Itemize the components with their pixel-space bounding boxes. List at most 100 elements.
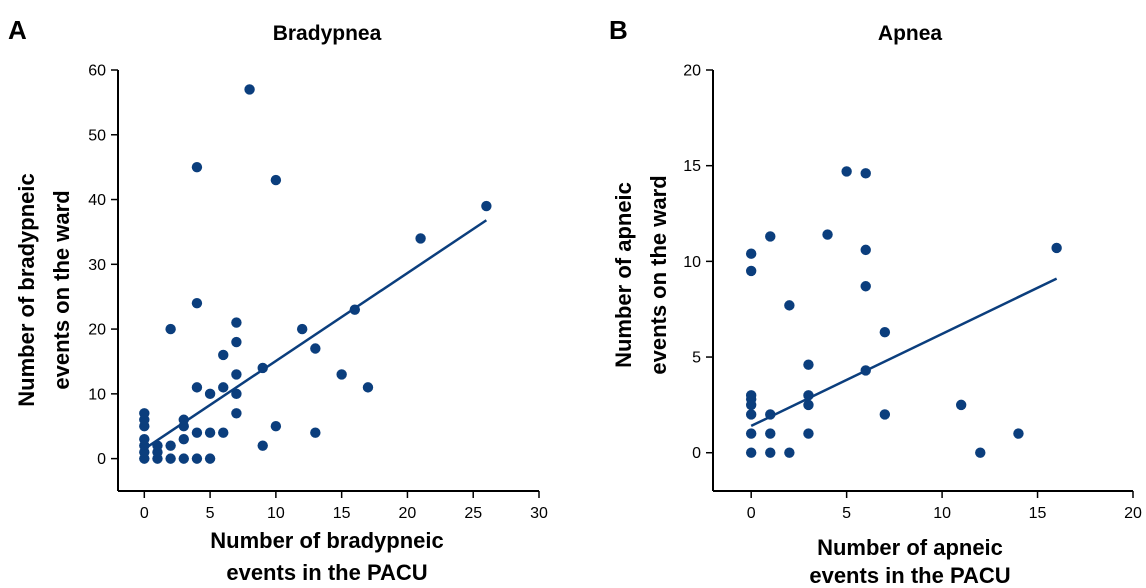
y-axis-label-a-line2: events on the ward <box>49 190 74 389</box>
data-point-b <box>765 231 776 242</box>
data-point-b <box>860 281 871 292</box>
data-point-a <box>165 440 176 451</box>
data-point-b <box>745 265 757 277</box>
x-tick-label-b: 5 <box>842 505 851 522</box>
data-point-b <box>745 409 757 420</box>
y-axis-label-a-line1: Number of bradypneic <box>14 173 39 406</box>
data-point-a <box>191 427 203 438</box>
data-point-b <box>955 399 967 411</box>
data-point-a <box>139 433 150 445</box>
data-point-b <box>841 166 852 177</box>
data-point-a <box>257 440 268 451</box>
x-axis-label-a-line2: events in the PACU <box>226 560 427 585</box>
data-point-a <box>310 343 321 354</box>
x-tick-label-b: 20 <box>1124 505 1142 522</box>
data-point-a <box>165 453 176 464</box>
data-point-b <box>765 428 776 439</box>
x-tick-label-a: 30 <box>530 505 548 522</box>
data-point-a <box>178 453 189 464</box>
data-point-a <box>139 408 150 419</box>
data-point-a <box>270 421 282 432</box>
data-point-b <box>879 326 891 338</box>
data-point-a <box>481 200 492 212</box>
data-point-b <box>784 447 795 458</box>
x-axis-label-b-line1: Number of apneic <box>817 535 1003 560</box>
data-point-a <box>218 427 229 438</box>
x-tick-label-a: 10 <box>267 505 285 522</box>
data-point-a <box>218 349 229 361</box>
y-tick-label-b: 5 <box>692 350 701 367</box>
regression-line-b <box>750 277 1058 428</box>
data-point-a <box>191 161 203 173</box>
x-tick-label-a: 0 <box>140 505 149 522</box>
plot-area-b: 0 5 10 15 20 0 5 10 15 20 <box>683 63 1142 523</box>
x-tick-label-b: 10 <box>933 505 951 522</box>
data-point-a <box>218 382 229 393</box>
data-point-a <box>244 84 255 95</box>
data-point-b <box>745 248 757 259</box>
data-point-a <box>231 408 242 419</box>
x-axis-label-b-line2: events in the PACU <box>809 563 1010 588</box>
y-tick-label-a: 50 <box>88 127 106 144</box>
y-axis-label-b-line2: events on the ward <box>646 175 671 374</box>
data-point-a <box>204 388 216 400</box>
data-point-b <box>803 399 814 411</box>
data-point-a <box>191 297 203 309</box>
y-tick-label-a: 10 <box>88 386 106 403</box>
data-point-b <box>745 447 757 458</box>
data-point-a <box>191 453 203 464</box>
data-point-b <box>803 359 814 370</box>
data-point-b <box>745 428 757 439</box>
data-point-b <box>765 447 776 458</box>
y-tick-label-b: 0 <box>692 445 701 462</box>
y-tick-label-a: 40 <box>88 192 106 209</box>
data-point-b <box>745 390 757 401</box>
data-point-a <box>310 427 321 438</box>
y-tick-label-b: 20 <box>683 63 701 80</box>
data-point-a <box>231 336 242 348</box>
x-tick-label-a: 25 <box>464 505 482 522</box>
x-tick-label-a: 5 <box>206 505 215 522</box>
data-point-a <box>231 317 242 328</box>
y-tick-label-b: 15 <box>683 158 701 175</box>
data-point-a <box>231 388 242 400</box>
x-tick-label-a: 20 <box>399 505 417 522</box>
data-point-b <box>860 244 871 256</box>
data-point-b <box>860 168 871 179</box>
y-axis-label-b: Number of apneic events on the ward <box>611 175 671 374</box>
y-tick-label-a: 60 <box>88 63 106 80</box>
data-point-b <box>1051 242 1062 254</box>
y-tick-label-a: 30 <box>88 257 106 274</box>
y-axis-label-a: Number of bradypneic events on the ward <box>14 173 74 406</box>
data-point-a <box>415 233 426 244</box>
data-point-a <box>270 174 282 186</box>
panel-letter-a: A <box>8 15 27 45</box>
data-point-b <box>879 409 891 420</box>
chart-title-b: Apnea <box>878 22 943 45</box>
data-point-a <box>178 433 189 445</box>
data-point-a <box>231 369 242 380</box>
x-tick-label-a: 15 <box>333 505 351 522</box>
data-point-a <box>191 382 203 393</box>
data-point-a <box>362 382 374 393</box>
data-point-b <box>803 428 814 439</box>
data-point-b <box>975 447 986 458</box>
data-point-b <box>822 229 833 240</box>
panel-b: B Apnea Number of apneic events on the w… <box>609 15 1142 588</box>
data-point-a <box>165 323 176 335</box>
x-tick-label-b: 15 <box>1029 505 1047 522</box>
x-tick-label-b: 0 <box>747 505 756 522</box>
data-point-a <box>178 414 189 425</box>
data-point-b <box>1013 428 1024 439</box>
y-tick-label-a: 0 <box>97 451 106 468</box>
y-axis-label-b-line1: Number of apneic <box>611 182 636 368</box>
y-tick-label-b: 10 <box>683 254 701 271</box>
data-point-a <box>204 453 216 464</box>
chart-title-a: Bradypnea <box>273 22 382 45</box>
x-axis-label-a-line1: Number of bradypneic <box>210 528 443 553</box>
data-point-b <box>784 300 795 311</box>
panel-a: A Bradypnea Number of bradypneic events … <box>8 15 548 585</box>
y-tick-label-a: 20 <box>88 322 106 339</box>
panel-letter-b: B <box>609 15 628 45</box>
